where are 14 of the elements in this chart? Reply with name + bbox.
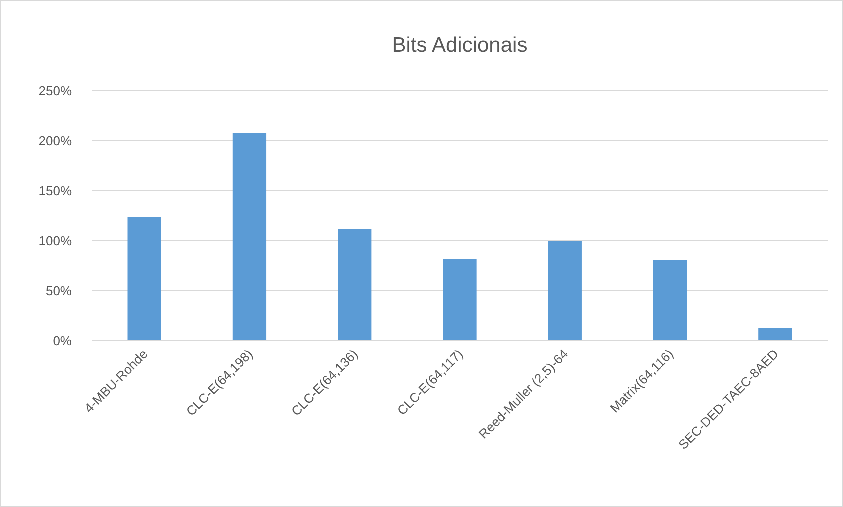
y-tick-label: 200% <box>38 134 72 149</box>
bar <box>548 241 582 341</box>
bar <box>128 217 162 341</box>
bar <box>338 229 372 341</box>
bar <box>758 328 792 341</box>
y-tick-label: 150% <box>38 184 72 199</box>
chart-title: Bits Adicionais <box>392 34 528 57</box>
y-tick-label: 250% <box>38 84 72 99</box>
y-tick-label: 0% <box>53 334 72 349</box>
bar <box>443 259 477 341</box>
bar <box>653 260 688 341</box>
y-tick-label: 100% <box>38 234 72 249</box>
bar <box>232 133 267 341</box>
y-tick-label: 50% <box>46 284 72 299</box>
